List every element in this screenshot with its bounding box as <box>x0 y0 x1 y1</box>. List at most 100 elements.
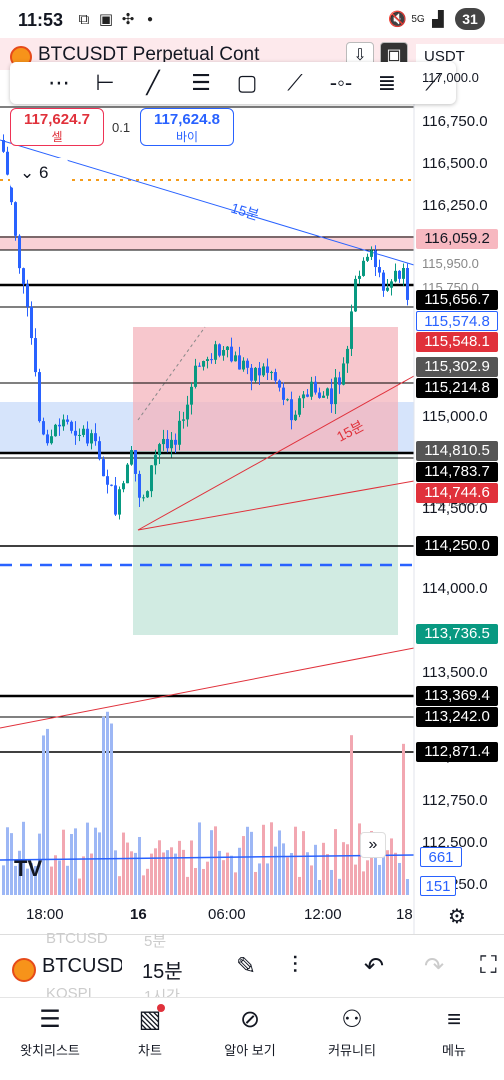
candle-body <box>302 394 305 399</box>
projection-line <box>137 326 206 421</box>
redo-icon[interactable]: ↷ <box>424 953 445 980</box>
candle-body <box>6 151 9 175</box>
horizontal-ray-icon[interactable]: -◦- <box>329 70 353 95</box>
trendline-icon[interactable]: ╱ <box>146 70 160 95</box>
nav-explore[interactable]: ⊘ 알아 보기 <box>200 1004 300 1059</box>
symbol-selector[interactable]: BTCUSD <box>42 955 122 977</box>
volume-tag: 661 <box>420 847 462 867</box>
volume-bar <box>334 829 337 895</box>
fib-extension-icon[interactable]: ≣ <box>377 70 397 95</box>
volume-bar <box>350 735 353 895</box>
candle-body <box>130 450 133 465</box>
candle-body <box>18 235 21 269</box>
volume-bar <box>318 879 321 895</box>
candle-body <box>402 268 405 279</box>
volume-bar <box>238 847 241 895</box>
volume-bar <box>398 862 401 895</box>
candle-body <box>378 267 381 273</box>
volume-bar <box>222 860 225 895</box>
volume-bar <box>254 871 257 895</box>
candle-body <box>58 424 61 427</box>
volume-bar <box>130 851 133 895</box>
candle-body <box>98 441 101 460</box>
candle-body <box>290 399 293 421</box>
time-label: 18:00 <box>26 906 64 923</box>
indicator-collapse-button[interactable]: ⌄ 6 <box>10 158 68 188</box>
price-tag: 116,059.2 <box>416 229 498 249</box>
blue-trendline[interactable] <box>0 139 415 266</box>
nav-community[interactable]: ⚇ 커뮤니티 <box>302 1004 402 1059</box>
symbol-title[interactable]: BTCUSDT Perpetual Cont <box>38 44 260 65</box>
scroll-to-latest-button[interactable]: » <box>360 832 386 858</box>
candle-body <box>390 281 393 288</box>
red-trendline-volume[interactable] <box>0 647 415 729</box>
battery-icon: 31 <box>455 8 485 30</box>
drawing-pen-icon[interactable]: ✎ <box>236 953 257 980</box>
nav-watchlist[interactable]: ☰ 왓치리스트 <box>0 1004 100 1059</box>
candle-body <box>326 388 329 396</box>
candle-body <box>262 366 265 376</box>
candle-body <box>250 367 253 381</box>
candle-body <box>74 430 77 436</box>
price-tag: 115,656.7 <box>416 290 498 310</box>
fullscreen-icon[interactable]: ⛶ <box>480 952 497 979</box>
candle-body <box>38 372 41 422</box>
volume-bar <box>218 850 221 895</box>
candle-body <box>174 439 177 445</box>
pitchfork-icon[interactable]: ⊢ <box>95 70 115 95</box>
volume-bar <box>390 838 393 895</box>
volume-bar <box>354 864 357 895</box>
candle-body <box>334 377 337 405</box>
volume-bar <box>2 865 5 895</box>
price-label: 114,500.0 <box>422 500 488 517</box>
candle-body <box>222 350 225 356</box>
candle-body <box>202 361 205 367</box>
volume-bar <box>34 866 37 895</box>
volume-bar <box>22 821 25 895</box>
stop-zone <box>133 327 398 451</box>
indicators-icon[interactable]: ⫶ <box>292 952 298 979</box>
buy-button[interactable]: 117,624.8 바이 <box>140 108 234 146</box>
volume-bar <box>362 871 365 895</box>
candle-body <box>94 433 97 442</box>
tradingview-logo: TV <box>14 856 43 881</box>
settings-gear-icon[interactable]: ⚙ <box>448 906 466 928</box>
undo-icon[interactable]: ↶ <box>364 953 385 980</box>
menu-icon: ≡ <box>446 1006 461 1033</box>
candle-body <box>26 284 29 307</box>
candle-body <box>158 444 161 456</box>
red-trendline-upper[interactable] <box>137 375 415 531</box>
red-trendline-lower[interactable] <box>137 480 415 531</box>
price-label: 116,250.0 <box>422 197 488 214</box>
interval-selector[interactable]: 15분 <box>142 961 183 983</box>
candle-body <box>82 428 85 435</box>
volume-bar <box>234 872 237 895</box>
candle-body <box>182 419 185 421</box>
ray-icon[interactable]: ⟋ <box>425 70 441 95</box>
price-tag: 114,744.6 <box>416 483 498 503</box>
volume-bar <box>138 836 141 895</box>
candle-body <box>198 365 201 367</box>
fib-retracement-icon[interactable]: ⋯ <box>48 70 70 95</box>
price-tag: 115,214.8 <box>416 378 498 398</box>
volume-bar <box>142 875 145 895</box>
volume-bar <box>182 849 185 895</box>
volume-bar <box>46 728 49 895</box>
rectangle-icon[interactable]: ▢ <box>236 70 258 95</box>
candle-body <box>142 497 145 499</box>
price-label: 114,000.0 <box>422 580 488 597</box>
divider <box>0 934 504 935</box>
nav-chart[interactable]: ▧ 차트 <box>100 1004 200 1059</box>
price-tag: 113,242.0 <box>416 707 498 727</box>
candle-body <box>62 419 65 427</box>
parallel-channel-icon[interactable]: ☰ <box>191 70 211 95</box>
path-icon[interactable]: ⟋ <box>287 70 303 95</box>
volume-bar <box>50 866 53 895</box>
nav-menu[interactable]: ≡ 메뉴 <box>404 1004 504 1059</box>
volume-bar <box>166 850 169 895</box>
sell-button[interactable]: 117,624.7 셀 <box>10 108 104 146</box>
chart-canvas[interactable]: 15분 15분 <box>0 40 504 935</box>
candle-body <box>350 311 353 349</box>
volume-bar <box>278 830 281 895</box>
volume-bar <box>14 865 17 895</box>
